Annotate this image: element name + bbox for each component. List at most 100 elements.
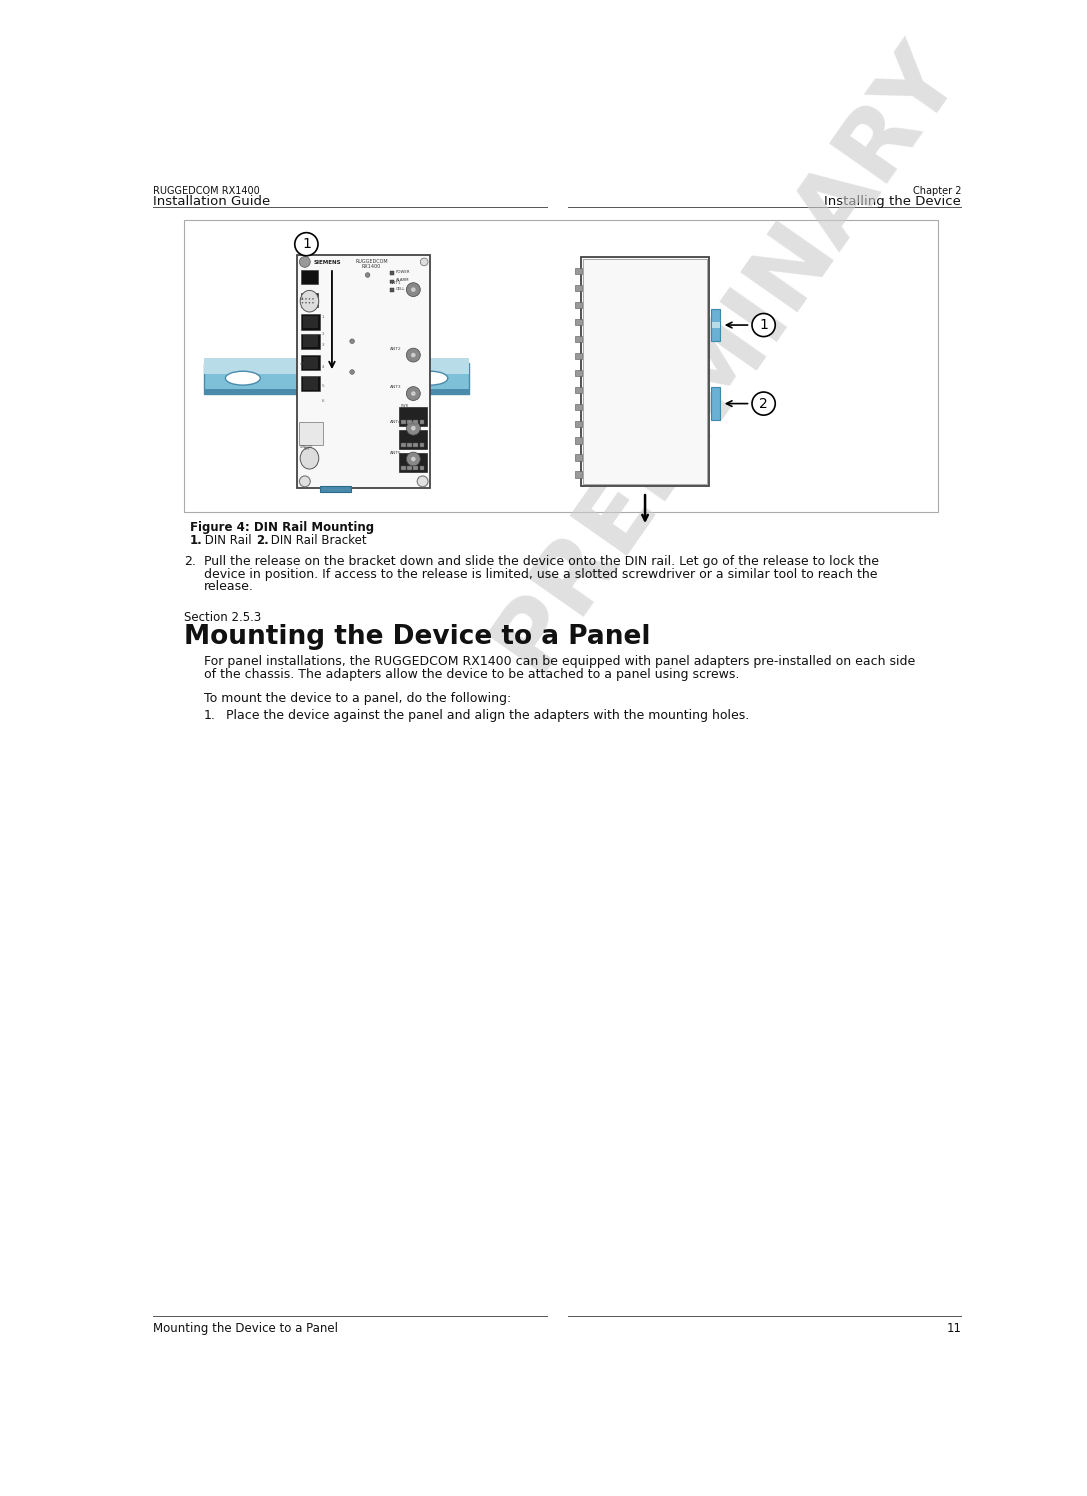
Bar: [302, 335, 318, 347]
Bar: [184, 220, 938, 512]
Text: 1.: 1.: [204, 709, 216, 723]
Bar: [301, 293, 318, 307]
Text: CELL: CELL: [396, 287, 405, 290]
Text: ANT3: ANT3: [390, 386, 402, 389]
Text: device in position. If access to the release is limited, use a slotted screwdriv: device in position. If access to the rel…: [204, 567, 877, 580]
Bar: [301, 314, 320, 329]
Ellipse shape: [225, 371, 260, 384]
Bar: [204, 364, 470, 393]
Text: PWR: PWR: [401, 404, 409, 408]
Text: of the chassis. The adapters allow the device to be attached to a panel using sc: of the chassis. The adapters allow the d…: [204, 667, 739, 681]
Bar: [575, 353, 583, 359]
Text: 2: 2: [322, 332, 325, 335]
Bar: [575, 386, 583, 393]
Ellipse shape: [300, 290, 318, 313]
Bar: [420, 443, 424, 447]
Text: 1: 1: [302, 238, 311, 251]
Bar: [575, 286, 583, 292]
Text: DIN Rail Bracket: DIN Rail Bracket: [266, 534, 366, 546]
Circle shape: [752, 392, 775, 414]
Bar: [575, 335, 583, 343]
Text: ANT2: ANT2: [390, 347, 402, 352]
Circle shape: [407, 283, 421, 296]
Bar: [408, 420, 412, 423]
Text: Installing the Device: Installing the Device: [824, 194, 961, 208]
Text: SIM: SIM: [303, 447, 310, 452]
Circle shape: [309, 302, 310, 304]
Bar: [575, 370, 583, 375]
Bar: [575, 437, 583, 444]
Circle shape: [302, 298, 303, 299]
Bar: [401, 465, 405, 470]
Bar: [399, 453, 426, 473]
Text: Installation Guide: Installation Guide: [153, 194, 271, 208]
Bar: [204, 358, 470, 374]
Bar: [399, 407, 426, 426]
Bar: [712, 322, 721, 328]
Bar: [301, 355, 320, 371]
Circle shape: [407, 386, 421, 401]
Circle shape: [421, 259, 428, 266]
Circle shape: [407, 349, 421, 362]
Circle shape: [411, 392, 415, 396]
Text: For panel installations, the RUGGEDCOM RX1400 can be equipped with panel adapter: For panel installations, the RUGGEDCOM R…: [204, 655, 915, 669]
Bar: [580, 256, 710, 486]
Text: SIEMENS: SIEMENS: [314, 260, 341, 265]
Bar: [321, 486, 351, 492]
Bar: [390, 280, 393, 283]
Text: RUGGEDCOM: RUGGEDCOM: [355, 259, 388, 263]
Text: release.: release.: [204, 580, 254, 592]
Bar: [575, 455, 583, 461]
Circle shape: [312, 298, 314, 299]
Bar: [413, 443, 418, 447]
Circle shape: [411, 287, 415, 292]
Text: RX1400: RX1400: [362, 265, 382, 269]
Bar: [413, 420, 418, 423]
Bar: [297, 254, 430, 488]
Text: 6: 6: [322, 399, 325, 404]
Text: 2.: 2.: [257, 534, 268, 546]
Text: ALARM: ALARM: [396, 278, 409, 283]
Bar: [575, 420, 583, 426]
Text: PRELIMINARY: PRELIMINARY: [475, 27, 975, 687]
Ellipse shape: [300, 447, 318, 470]
Bar: [390, 289, 393, 292]
Text: ANT4: ANT4: [390, 420, 402, 423]
Text: POWER: POWER: [396, 269, 410, 274]
Text: DIN Rail: DIN Rail: [201, 534, 251, 546]
Circle shape: [407, 452, 421, 465]
Bar: [299, 422, 323, 446]
Circle shape: [312, 302, 314, 304]
Circle shape: [295, 233, 318, 256]
Bar: [583, 259, 707, 483]
Bar: [575, 302, 583, 308]
Bar: [390, 271, 393, 275]
Text: Pull the release on the bracket down and slide the device onto the DIN rail. Let: Pull the release on the bracket down and…: [204, 555, 879, 568]
Bar: [399, 429, 426, 449]
Text: Chapter 2: Chapter 2: [913, 186, 961, 196]
Bar: [408, 465, 412, 470]
Circle shape: [411, 426, 415, 431]
Circle shape: [299, 476, 310, 486]
Text: 2: 2: [759, 396, 769, 410]
Text: s1: s1: [299, 296, 304, 301]
Text: 1.: 1.: [190, 534, 203, 546]
Bar: [420, 465, 424, 470]
Bar: [302, 356, 318, 370]
Circle shape: [305, 302, 307, 304]
Bar: [204, 389, 470, 393]
Bar: [302, 377, 318, 390]
Bar: [575, 319, 583, 325]
Bar: [420, 420, 424, 423]
Bar: [711, 387, 721, 420]
Circle shape: [309, 298, 310, 299]
Text: CONSOLE: CONSOLE: [299, 446, 313, 449]
Circle shape: [417, 476, 428, 486]
Ellipse shape: [413, 371, 448, 384]
Circle shape: [350, 370, 354, 374]
Text: Mounting the Device to a Panel: Mounting the Device to a Panel: [184, 624, 650, 649]
Text: 2.: 2.: [184, 555, 196, 568]
Bar: [575, 268, 583, 274]
Text: 5: 5: [322, 384, 325, 387]
Text: 11: 11: [947, 1322, 961, 1336]
